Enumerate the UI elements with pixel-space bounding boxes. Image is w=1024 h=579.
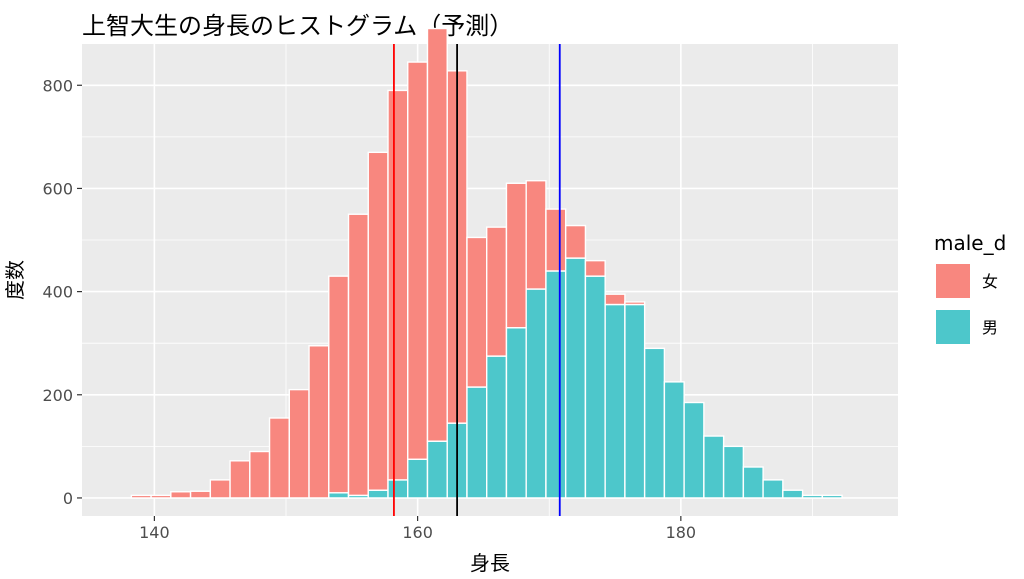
histogram-bar xyxy=(525,288,547,499)
histogram-bar xyxy=(505,327,527,499)
x-tick-label: 140 xyxy=(139,523,170,542)
histogram-bar xyxy=(426,440,448,499)
histogram-bar xyxy=(407,61,429,460)
histogram-bar xyxy=(722,445,745,499)
histogram-bar xyxy=(584,275,606,499)
legend-label: 男 xyxy=(982,318,998,337)
histogram-bar xyxy=(505,182,527,329)
histogram-bar xyxy=(821,494,843,499)
histogram-bar xyxy=(564,224,587,259)
legend-title: male_d xyxy=(934,231,1006,255)
reference-lines xyxy=(393,44,561,516)
histogram-bar xyxy=(249,450,271,499)
axes: 140 160 180 0 200 400 600 800 身長 度数 xyxy=(3,76,696,575)
histogram-bar xyxy=(564,257,587,499)
histogram-bar xyxy=(367,151,389,491)
histogram-bar xyxy=(683,401,705,499)
y-tick-label: 600 xyxy=(42,179,73,198)
histogram-bar xyxy=(584,259,606,277)
histogram-bar xyxy=(328,492,350,499)
histogram-bar xyxy=(742,466,764,499)
legend-swatch xyxy=(936,264,970,298)
histogram-bar xyxy=(525,179,547,290)
histogram-bar xyxy=(189,490,212,499)
histogram-bar xyxy=(150,494,172,499)
histogram-bar xyxy=(486,355,508,499)
legend: male_d 女男 xyxy=(934,231,1006,344)
histogram-bar xyxy=(308,345,330,499)
histogram-bar xyxy=(367,489,389,499)
histogram-bar xyxy=(545,270,567,499)
histogram-bar xyxy=(486,226,508,357)
y-tick-label: 0 xyxy=(63,489,73,508)
histogram-bar xyxy=(782,489,804,499)
histogram-bar xyxy=(209,479,231,499)
histogram-bar xyxy=(130,494,152,499)
histogram-bar xyxy=(604,303,626,499)
x-tick-label: 160 xyxy=(402,523,433,542)
histogram-bar xyxy=(387,479,409,499)
histogram-bar xyxy=(387,89,409,481)
y-tick-label: 200 xyxy=(42,386,73,405)
histogram-bar xyxy=(801,494,824,499)
bars xyxy=(130,27,843,499)
histogram-bar xyxy=(170,491,192,499)
histogram-bar xyxy=(643,347,666,499)
histogram-bar xyxy=(762,479,784,499)
histogram-bar xyxy=(407,458,429,499)
y-tick-label: 800 xyxy=(42,76,73,95)
histogram-bar xyxy=(328,275,350,494)
legend-label: 女 xyxy=(982,272,998,291)
histogram-bar xyxy=(624,303,646,499)
histogram-bar xyxy=(229,460,251,499)
histogram-bar xyxy=(663,381,685,499)
histogram-bar xyxy=(288,388,310,499)
x-axis-title: 身長 xyxy=(470,551,510,575)
histogram-bar xyxy=(466,386,488,499)
y-tick-label: 400 xyxy=(42,283,73,302)
histogram-bar xyxy=(426,27,448,442)
histogram-bar xyxy=(624,301,646,306)
histogram-bar xyxy=(466,236,488,388)
histogram-bar xyxy=(347,213,369,497)
legend-swatch xyxy=(936,310,970,344)
histogram-bar xyxy=(703,435,725,499)
y-axis-title: 度数 xyxy=(3,260,27,300)
histogram-bar xyxy=(268,417,290,499)
x-tick-label: 180 xyxy=(666,523,697,542)
histogram-bar xyxy=(604,293,626,306)
histogram-bar xyxy=(545,208,567,272)
